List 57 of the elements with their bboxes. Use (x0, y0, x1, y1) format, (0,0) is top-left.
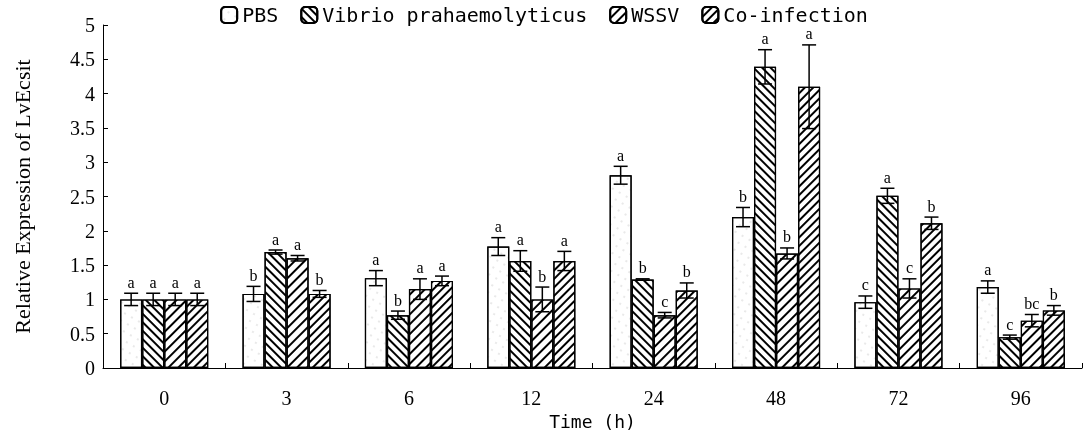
y-tick-label: 5 (85, 14, 95, 36)
y-tick-label: 0 (85, 357, 95, 379)
legend-label: Co-infection (723, 3, 868, 27)
x-tick-label: 72 (888, 387, 909, 409)
data-label: a (193, 273, 201, 291)
data-label: c (861, 276, 869, 294)
x-tick-label: 3 (281, 387, 292, 409)
y-tick-label: 0.5 (70, 322, 95, 345)
x-tick-label: 24 (643, 387, 664, 409)
legend-label: WSSV (631, 3, 680, 27)
data-label: a (560, 231, 568, 249)
data-label: b (249, 266, 258, 284)
data-label: c (905, 259, 914, 277)
legend-label: Vibrio prahaemolyticus (322, 3, 588, 27)
x-tick-label: 0 (159, 387, 170, 409)
x-tick-label: 96 (1010, 387, 1031, 409)
data-label: b (739, 187, 748, 205)
data-label: b (927, 197, 936, 215)
data-label: b (783, 228, 792, 246)
data-label: b (315, 270, 324, 288)
data-label: b (393, 291, 402, 309)
y-tick-label: 4.5 (70, 48, 95, 71)
data-label: a (149, 273, 157, 291)
data-label: b (538, 267, 547, 285)
data-label: bc (1024, 294, 1040, 312)
data-label: a (761, 30, 769, 48)
data-label: a (805, 25, 813, 43)
legend-label: PBS (242, 3, 279, 27)
x-tick-label: 48 (766, 387, 787, 409)
data-label: a (617, 146, 625, 164)
data-label: a (127, 273, 135, 291)
y-tick-label: 1 (85, 288, 95, 311)
data-label: b (1049, 286, 1058, 304)
y-axis-title: Relative Expression of LvEcsit (9, 59, 35, 334)
y-tick-label: 2 (85, 219, 95, 242)
data-label: a (516, 231, 524, 249)
x-axis-title: Time (h) (549, 411, 636, 433)
data-label: a (171, 273, 179, 291)
data-label: a (271, 230, 280, 248)
y-tick-label: 3.5 (70, 116, 95, 139)
data-label: c (661, 292, 669, 310)
y-tick-label: 3 (85, 151, 95, 174)
x-tick-label: 12 (521, 387, 542, 409)
data-label: b (682, 263, 691, 281)
data-label: a (294, 236, 302, 253)
data-label: a (494, 218, 502, 236)
data-label: a (883, 168, 891, 186)
data-label: c (1006, 315, 1014, 333)
data-label: a (416, 259, 424, 277)
data-label: a (372, 251, 380, 269)
y-tick-label: 1.5 (70, 254, 95, 277)
data-label: a (984, 261, 992, 279)
data-label: b (638, 259, 647, 277)
x-tick-label: 6 (403, 387, 414, 409)
y-tick-label: 2.5 (70, 185, 95, 208)
data-label: a (438, 256, 446, 274)
y-tick-label: 4 (85, 82, 95, 105)
